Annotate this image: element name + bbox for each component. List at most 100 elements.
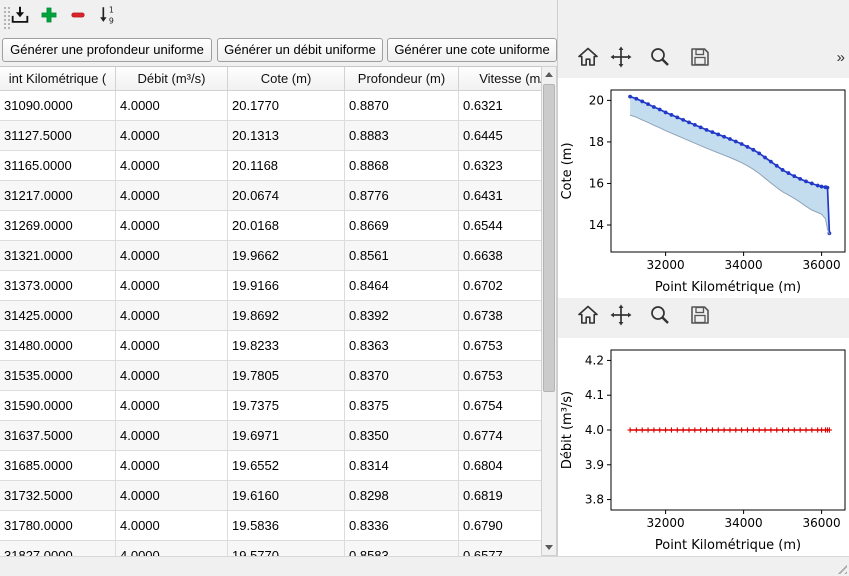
zoom-button[interactable]	[646, 304, 673, 331]
home-button[interactable]	[574, 46, 601, 73]
table-cell[interactable]: 0.6431	[458, 180, 541, 211]
table-row[interactable]: 31732.5000 4.0000 19.6160 0.8298 0.6819	[0, 480, 541, 511]
table-cell[interactable]: 31480.0000	[0, 330, 116, 361]
scrollbar-thumb[interactable]	[543, 84, 555, 392]
table-cell[interactable]: 0.8464	[344, 270, 459, 301]
table-cell[interactable]: 0.8669	[344, 210, 459, 241]
table-cell[interactable]: 19.8692	[227, 300, 345, 331]
table-cell[interactable]: 4.0000	[115, 300, 228, 331]
remove-row-button[interactable]	[64, 4, 91, 31]
table-cell[interactable]: 0.6638	[458, 240, 541, 271]
scroll-up-icon[interactable]	[542, 67, 556, 82]
table-cell[interactable]: 0.8336	[344, 510, 459, 541]
table-cell[interactable]: 0.6804	[458, 450, 541, 481]
table-cell[interactable]: 31425.0000	[0, 300, 116, 331]
table-cell[interactable]: 20.0674	[227, 180, 345, 211]
table-cell[interactable]: 31590.0000	[0, 390, 116, 421]
column-header-3[interactable]: Profondeur (m)	[344, 67, 459, 91]
table-cell[interactable]: 0.8370	[344, 360, 459, 391]
table-cell[interactable]: 19.6552	[227, 450, 345, 481]
table-row[interactable]: 31425.0000 4.0000 19.8692 0.8392 0.6738	[0, 300, 541, 331]
table-cell[interactable]: 19.6971	[227, 420, 345, 451]
table-cell[interactable]: 0.8298	[344, 480, 459, 511]
table-row[interactable]: 31780.0000 4.0000 19.5836 0.8336 0.6790	[0, 510, 541, 541]
table-cell[interactable]: 0.8870	[344, 90, 459, 121]
table-row[interactable]: 31217.0000 4.0000 20.0674 0.8776 0.6431	[0, 180, 541, 211]
table-cell[interactable]: 4.0000	[115, 510, 228, 541]
table-cell[interactable]: 19.7375	[227, 390, 345, 421]
table-cell[interactable]: 0.8883	[344, 120, 459, 151]
table-cell[interactable]: 20.1168	[227, 150, 345, 181]
table-cell[interactable]: 20.1313	[227, 120, 345, 151]
scroll-down-icon[interactable]	[542, 540, 556, 555]
pan-button[interactable]	[607, 304, 634, 331]
table-cell[interactable]: 0.8314	[344, 450, 459, 481]
home-button[interactable]	[574, 304, 601, 331]
table-row[interactable]: 31480.0000 4.0000 19.8233 0.8363 0.6753	[0, 330, 541, 361]
table-cell[interactable]: 31373.0000	[0, 270, 116, 301]
table-scrollbar[interactable]	[541, 66, 557, 556]
table-cell[interactable]: 31217.0000	[0, 180, 116, 211]
table-cell[interactable]: 4.0000	[115, 210, 228, 241]
column-header-2[interactable]: Cote (m)	[227, 67, 345, 91]
table-row[interactable]: 31827.0000 4.0000 19.5770 0.8583 0.6577	[0, 540, 541, 557]
table-row[interactable]: 31637.5000 4.0000 19.6971 0.8350 0.6774	[0, 420, 541, 451]
table-cell[interactable]: 31685.0000	[0, 450, 116, 481]
sort-rows-button[interactable]: 1 9	[93, 4, 120, 31]
generate-uniform-depth-button[interactable]: Générer une profondeur uniforme	[2, 38, 212, 62]
table-cell[interactable]: 19.8233	[227, 330, 345, 361]
table-cell[interactable]: 31827.0000	[0, 540, 116, 557]
table-cell[interactable]: 0.8392	[344, 300, 459, 331]
table-cell[interactable]: 31127.5000	[0, 120, 116, 151]
import-button[interactable]	[6, 4, 33, 31]
table-cell[interactable]: 31780.0000	[0, 510, 116, 541]
table-cell[interactable]: 0.6577	[458, 540, 541, 557]
table-cell[interactable]: 20.1770	[227, 90, 345, 121]
toolbar-expand-button[interactable]: »	[836, 49, 845, 66]
add-row-button[interactable]	[35, 4, 62, 31]
resize-grip-icon[interactable]	[834, 561, 847, 574]
table-cell[interactable]: 0.8868	[344, 150, 459, 181]
save-figure-button[interactable]	[686, 304, 713, 331]
table-row[interactable]: 31165.0000 4.0000 20.1168 0.8868 0.6323	[0, 150, 541, 181]
table-cell[interactable]: 4.0000	[115, 120, 228, 151]
table-cell[interactable]: 4.0000	[115, 330, 228, 361]
table-cell[interactable]: 19.6160	[227, 480, 345, 511]
table-cell[interactable]: 4.0000	[115, 240, 228, 271]
column-header-4[interactable]: Vitesse (m/s)	[458, 67, 541, 91]
table-row[interactable]: 31685.0000 4.0000 19.6552 0.8314 0.6804	[0, 450, 541, 481]
table-cell[interactable]: 4.0000	[115, 360, 228, 391]
column-header-0[interactable]: int Kilométrique (	[0, 67, 116, 91]
table-cell[interactable]: 0.8583	[344, 540, 459, 557]
table-row[interactable]: 31321.0000 4.0000 19.9662 0.8561 0.6638	[0, 240, 541, 271]
table-cell[interactable]: 0.6702	[458, 270, 541, 301]
table-cell[interactable]: 4.0000	[115, 180, 228, 211]
table-cell[interactable]: 0.6445	[458, 120, 541, 151]
generate-uniform-flow-button[interactable]: Générer un débit uniforme	[217, 38, 383, 62]
table-cell[interactable]: 31321.0000	[0, 240, 116, 271]
table-row[interactable]: 31269.0000 4.0000 20.0168 0.8669 0.6544	[0, 210, 541, 241]
table-cell[interactable]: 4.0000	[115, 480, 228, 511]
save-figure-button[interactable]	[686, 46, 713, 73]
table-row[interactable]: 31090.0000 4.0000 20.1770 0.8870 0.6321	[0, 90, 541, 121]
table-cell[interactable]: 4.0000	[115, 150, 228, 181]
table-cell[interactable]: 31637.5000	[0, 420, 116, 451]
table-cell[interactable]: 4.0000	[115, 450, 228, 481]
table-cell[interactable]: 0.6753	[458, 330, 541, 361]
table-cell[interactable]: 0.6754	[458, 390, 541, 421]
table-cell[interactable]: 31090.0000	[0, 90, 116, 121]
table-cell[interactable]: 4.0000	[115, 540, 228, 557]
table-row[interactable]: 31535.0000 4.0000 19.7805 0.8370 0.6753	[0, 360, 541, 391]
pan-button[interactable]	[607, 46, 634, 73]
table-cell[interactable]: 19.9662	[227, 240, 345, 271]
debit-chart-canvas[interactable]: 32000 34000 36000 3.8 3.9 4.0 4.1 4.2 Point Kilo…	[558, 338, 849, 556]
table-cell[interactable]: 4.0000	[115, 420, 228, 451]
table-cell[interactable]: 19.9166	[227, 270, 345, 301]
table-cell[interactable]: 0.6738	[458, 300, 541, 331]
table-cell[interactable]: 31535.0000	[0, 360, 116, 391]
table-cell[interactable]: 31269.0000	[0, 210, 116, 241]
table-cell[interactable]: 20.0168	[227, 210, 345, 241]
table-cell[interactable]: 0.8375	[344, 390, 459, 421]
table-cell[interactable]: 19.7805	[227, 360, 345, 391]
table-cell[interactable]: 0.6774	[458, 420, 541, 451]
